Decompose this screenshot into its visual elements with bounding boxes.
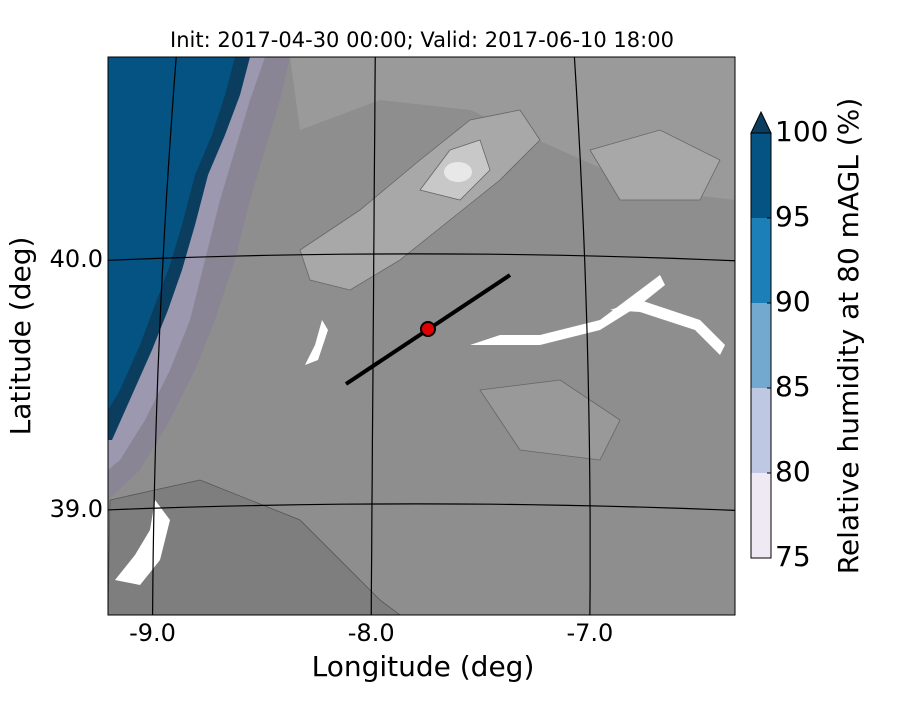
colorbar-label: Relative humidity at 80 mAGL (%) xyxy=(832,98,865,575)
grid-line xyxy=(151,57,177,615)
river xyxy=(305,320,328,365)
colorbar-extend xyxy=(750,110,772,134)
colorbar-tick-label: 85 xyxy=(775,370,811,403)
x-tick-label: -9.0 xyxy=(129,619,176,647)
colorbar-segment xyxy=(751,473,771,558)
river xyxy=(610,300,725,355)
y-tick-label: 39.0 xyxy=(50,495,103,523)
graticule xyxy=(108,57,735,615)
grid-line xyxy=(573,57,591,615)
colorbar: 75 80 85 90 95 100 xyxy=(750,110,828,573)
x-tick-label: -7.0 xyxy=(566,619,613,647)
water-body xyxy=(115,500,170,585)
colorbar-segment xyxy=(751,388,771,473)
colorbar-tick-label: 80 xyxy=(775,455,811,488)
colorbar-tick-label: 75 xyxy=(775,540,811,573)
terrain xyxy=(589,129,721,201)
chart-title: Init: 2017-04-30 00:00; Valid: 2017-06-1… xyxy=(170,28,674,52)
colorbar-tick-label: 100 xyxy=(775,115,828,148)
terrain xyxy=(444,162,472,182)
colorbar-segment xyxy=(751,303,771,388)
map-area xyxy=(108,57,735,615)
x-axis-label: Longitude (deg) xyxy=(312,650,535,683)
y-tick-label: 40.0 xyxy=(50,245,103,273)
grid-line xyxy=(108,503,735,511)
terrain xyxy=(479,379,621,461)
tick-labels: -9.0 -8.0 -7.0 39.0 40.0 xyxy=(50,245,614,647)
ocean xyxy=(108,57,235,410)
y-axis-label: Latitude (deg) xyxy=(4,237,37,436)
colorbar-segment xyxy=(751,218,771,303)
colorbar-segment xyxy=(751,133,771,218)
terrain xyxy=(108,479,401,615)
x-tick-label: -8.0 xyxy=(348,619,395,647)
grid-line xyxy=(108,253,735,262)
colorbar-tick-label: 90 xyxy=(775,285,811,318)
location-marker xyxy=(420,321,436,337)
colorbar-tick-label: 95 xyxy=(775,200,811,233)
grid-line xyxy=(370,57,376,615)
plot-frame xyxy=(107,56,736,616)
colorbar-frame xyxy=(750,132,772,559)
